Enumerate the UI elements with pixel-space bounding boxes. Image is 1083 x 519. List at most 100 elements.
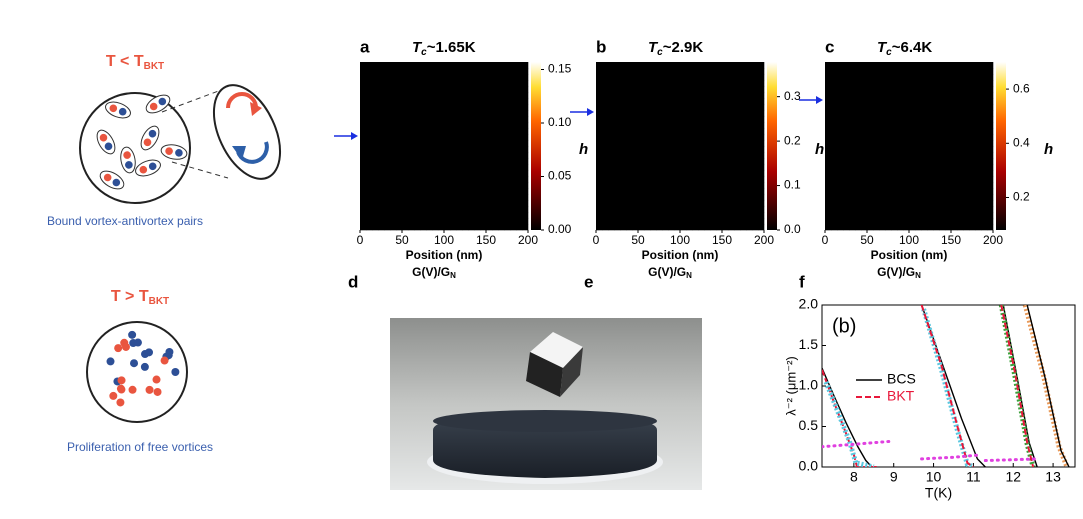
heatmap-cell: [674, 110, 681, 117]
heatmap-cell: [608, 68, 615, 75]
heatmap-cell: [831, 134, 838, 141]
heatmap-cell: [668, 122, 675, 129]
heatmap-cell: [921, 134, 928, 141]
heatmap-cell: [504, 152, 511, 159]
heatmap-cell: [692, 68, 699, 75]
heatmap-cell: [933, 158, 940, 165]
heatmap-cell: [909, 116, 916, 123]
heatmap-cell: [987, 128, 994, 135]
heatmap-cell: [468, 92, 475, 99]
heatmap-cell: [402, 164, 409, 171]
heatmap-cell: [602, 116, 609, 123]
heatmap-cell: [638, 104, 645, 111]
heatmap-cell: [867, 152, 874, 159]
heatmap-cell: [360, 146, 367, 153]
heatmap-cell: [921, 224, 928, 231]
heatmap-cell: [668, 218, 675, 225]
heatmap-cell: [957, 224, 964, 231]
heatmap-cell: [396, 74, 403, 81]
heatmap-cell: [680, 116, 687, 123]
heatmap-cell: [614, 182, 621, 189]
heatmap-cell: [662, 86, 669, 93]
heatmap-cell: [975, 104, 982, 111]
vortex: [117, 376, 126, 385]
heatmap-cell: [626, 212, 633, 219]
heatmap-cell: [396, 128, 403, 135]
heatmap-cell: [450, 152, 457, 159]
heatmap-cell: [945, 188, 952, 195]
heatmap-cell: [879, 212, 886, 219]
heatmap-cell: [420, 182, 427, 189]
heatmap-cell: [656, 200, 663, 207]
heatmap-cell: [504, 62, 511, 69]
heatmap-cell: [921, 98, 928, 105]
heatmap-cell: [656, 92, 663, 99]
heatmap-cell: [444, 92, 451, 99]
heatmap-cell: [596, 74, 603, 81]
heatmap-cell: [963, 128, 970, 135]
heatmap-cell: [692, 194, 699, 201]
heatmap-cell: [480, 104, 487, 111]
heatmap-cell: [378, 104, 385, 111]
heatmap-cell: [740, 62, 747, 69]
heatmap-cell: [498, 194, 505, 201]
heatmap-cell: [692, 146, 699, 153]
heatmap-cell: [444, 188, 451, 195]
heatmap-cell: [480, 170, 487, 177]
heatmap-cell: [492, 212, 499, 219]
heatmap-cell: [746, 140, 753, 147]
heatmap-cell: [855, 152, 862, 159]
heatmap-cell: [710, 224, 717, 231]
heatmap-cell: [438, 164, 445, 171]
heatmap-cell: [969, 158, 976, 165]
heatmap-cell: [396, 140, 403, 147]
heatmap-cell: [969, 194, 976, 201]
heatmap-cell: [752, 212, 759, 219]
heatmap-cell: [831, 182, 838, 189]
heatmap-cell: [722, 86, 729, 93]
caption: G(V)/GN: [412, 265, 456, 280]
heatmap-cell: [366, 110, 373, 117]
heatmap-cell: [462, 74, 469, 81]
heatmap-cell: [710, 80, 717, 87]
heatmap-cell: [915, 146, 922, 153]
heatmap-cell: [408, 164, 415, 171]
heatmap-cell: [656, 176, 663, 183]
heatmap-cell: [522, 188, 529, 195]
heatmap-cell: [909, 212, 916, 219]
heatmap-cell: [897, 116, 904, 123]
heatmap-cell: [909, 194, 916, 201]
heatmap-cell: [408, 182, 415, 189]
heatmap-cell: [414, 86, 421, 93]
heatmap-cell: [734, 98, 741, 105]
heatmap-cell: [831, 122, 838, 129]
vortex-pair: [99, 170, 125, 190]
heatmap-cell: [686, 92, 693, 99]
heatmap-cell: [861, 146, 868, 153]
heatmap-cell: [849, 200, 856, 207]
heatmap-cell: [879, 164, 886, 171]
heatmap-cell: [728, 212, 735, 219]
heatmap-cell: [752, 134, 759, 141]
heatmap-cell: [873, 62, 880, 69]
heatmap-cell: [632, 110, 639, 117]
heatmap-cell: [474, 152, 481, 159]
heatmap-cell: [450, 104, 457, 111]
heatmap-cell: [426, 80, 433, 87]
heatmap-cell: [662, 224, 669, 231]
heatmap-cell: [602, 182, 609, 189]
heatmap-cell: [891, 206, 898, 213]
heatmap-cell: [614, 92, 621, 99]
vortex-pair: [145, 94, 171, 114]
heatmap-cell: [492, 110, 499, 117]
heatmap-cell: [837, 194, 844, 201]
heatmap-cell: [474, 182, 481, 189]
heatmap-cell: [939, 194, 946, 201]
heatmap-cell: [674, 68, 681, 75]
heatmap-cell: [698, 212, 705, 219]
heatmap-cell: [704, 92, 711, 99]
heatmap-cell: [758, 212, 765, 219]
heatmap-cell: [746, 152, 753, 159]
heatmap-cell: [620, 68, 627, 75]
heatmap-cell: [596, 158, 603, 165]
